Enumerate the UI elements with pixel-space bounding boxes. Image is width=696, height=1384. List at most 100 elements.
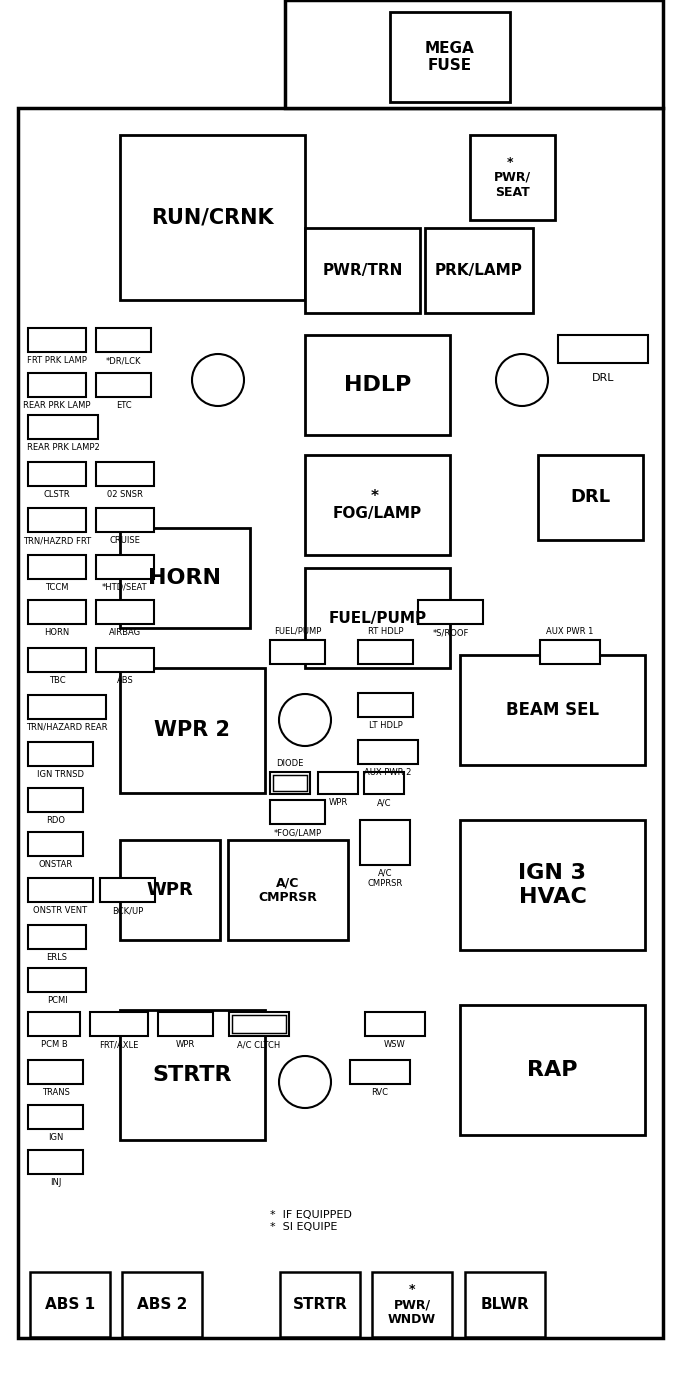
Bar: [273, 775, 307, 792]
Bar: [120, 668, 265, 793]
Bar: [360, 819, 410, 865]
Bar: [460, 655, 645, 765]
Text: STRTR: STRTR: [152, 1066, 232, 1085]
Bar: [28, 462, 86, 486]
Bar: [90, 1012, 148, 1037]
Text: DIODE: DIODE: [276, 758, 303, 768]
Text: IGN 3
HVAC: IGN 3 HVAC: [519, 864, 587, 907]
Text: RT HDLP: RT HDLP: [367, 627, 403, 637]
Bar: [18, 108, 663, 1338]
Text: PRK/LAMP: PRK/LAMP: [435, 263, 523, 278]
Bar: [232, 1014, 286, 1032]
Bar: [305, 228, 420, 313]
Bar: [96, 555, 154, 579]
Text: *HTD/SEAT: *HTD/SEAT: [102, 583, 148, 592]
Text: HORN: HORN: [45, 628, 70, 637]
Bar: [120, 840, 220, 940]
Text: PCM B: PCM B: [40, 1039, 68, 1049]
Text: ETC: ETC: [116, 401, 132, 410]
Text: WPR 2: WPR 2: [155, 721, 230, 740]
Text: FRT/AXLE: FRT/AXLE: [100, 1039, 139, 1049]
Text: REAR PRK LAMP2: REAR PRK LAMP2: [26, 443, 100, 453]
Bar: [28, 328, 86, 352]
Bar: [28, 1012, 80, 1037]
Bar: [28, 787, 83, 812]
Text: ONSTR VENT: ONSTR VENT: [33, 907, 88, 915]
Text: CLSTR: CLSTR: [44, 490, 70, 500]
Text: CRUISE: CRUISE: [109, 536, 141, 545]
Bar: [28, 601, 86, 624]
Text: RAP: RAP: [528, 1060, 578, 1080]
Bar: [305, 455, 450, 555]
Bar: [28, 1150, 83, 1174]
Bar: [358, 693, 413, 717]
Text: DRL: DRL: [592, 374, 615, 383]
Text: WPR: WPR: [147, 882, 193, 900]
Text: RUN/CRNK: RUN/CRNK: [151, 208, 274, 227]
Text: TBC: TBC: [49, 675, 65, 685]
Text: BEAM SEL: BEAM SEL: [506, 702, 599, 720]
Text: TCCM: TCCM: [45, 583, 69, 592]
Bar: [28, 648, 86, 673]
Bar: [460, 1005, 645, 1135]
Bar: [538, 455, 643, 540]
Bar: [460, 819, 645, 949]
Bar: [28, 877, 93, 902]
Text: RDO: RDO: [46, 817, 65, 825]
Text: PCMI: PCMI: [47, 996, 68, 1005]
Text: *
PWR/
WNDW: * PWR/ WNDW: [388, 1283, 436, 1326]
Bar: [372, 1272, 452, 1337]
Bar: [229, 1012, 289, 1037]
Bar: [425, 228, 533, 313]
Bar: [96, 462, 154, 486]
Text: MEGA
FUSE: MEGA FUSE: [425, 40, 475, 73]
Bar: [358, 639, 413, 664]
Bar: [30, 1272, 110, 1337]
Text: ONSTAR: ONSTAR: [38, 859, 72, 869]
Text: *S/ROOF: *S/ROOF: [432, 628, 468, 637]
Text: INJ: INJ: [50, 1178, 61, 1187]
Bar: [465, 1272, 545, 1337]
Bar: [120, 136, 305, 300]
Text: AIRBAG: AIRBAG: [109, 628, 141, 637]
Bar: [305, 335, 450, 435]
Text: BLWR: BLWR: [481, 1297, 530, 1312]
Bar: [540, 639, 600, 664]
Bar: [100, 877, 155, 902]
Bar: [96, 648, 154, 673]
Bar: [350, 1060, 410, 1084]
Text: TRN/HAZARD REAR: TRN/HAZARD REAR: [26, 722, 108, 732]
Bar: [28, 925, 86, 949]
Text: ABS: ABS: [117, 675, 134, 685]
Text: HORN: HORN: [148, 567, 221, 588]
Text: FUEL/PUMP: FUEL/PUMP: [329, 610, 427, 626]
Text: BCK/UP: BCK/UP: [112, 907, 143, 915]
Text: WPR: WPR: [176, 1039, 195, 1049]
Text: FRT PRK LAMP: FRT PRK LAMP: [27, 356, 87, 365]
Text: IGN TRNSD: IGN TRNSD: [37, 770, 84, 779]
Text: IGN: IGN: [48, 1133, 63, 1142]
Text: A/C
CMPRSR: A/C CMPRSR: [258, 876, 317, 904]
Text: A/C
CMPRSR: A/C CMPRSR: [367, 869, 402, 889]
Text: WPR: WPR: [329, 799, 347, 807]
Text: ERLS: ERLS: [47, 954, 68, 962]
Text: LT HDLP: LT HDLP: [369, 721, 402, 729]
Bar: [28, 415, 98, 439]
Text: 02 SNSR: 02 SNSR: [107, 490, 143, 500]
Bar: [96, 601, 154, 624]
Bar: [28, 967, 86, 992]
Bar: [365, 1012, 425, 1037]
Text: AUX PWR 2: AUX PWR 2: [364, 768, 412, 776]
Bar: [96, 328, 151, 352]
Text: RVC: RVC: [372, 1088, 388, 1098]
Text: REAR PRK LAMP: REAR PRK LAMP: [23, 401, 90, 410]
Bar: [28, 742, 93, 765]
Bar: [285, 0, 663, 108]
Bar: [270, 639, 325, 664]
Text: FUEL/PUMP: FUEL/PUMP: [274, 627, 321, 637]
Bar: [390, 12, 510, 102]
Text: A/C CLTCH: A/C CLTCH: [237, 1039, 280, 1049]
Bar: [305, 567, 450, 668]
Bar: [28, 1060, 83, 1084]
Text: *  IF EQUIPPED
*  SI EQUIPE: * IF EQUIPPED * SI EQUIPE: [270, 1210, 352, 1232]
